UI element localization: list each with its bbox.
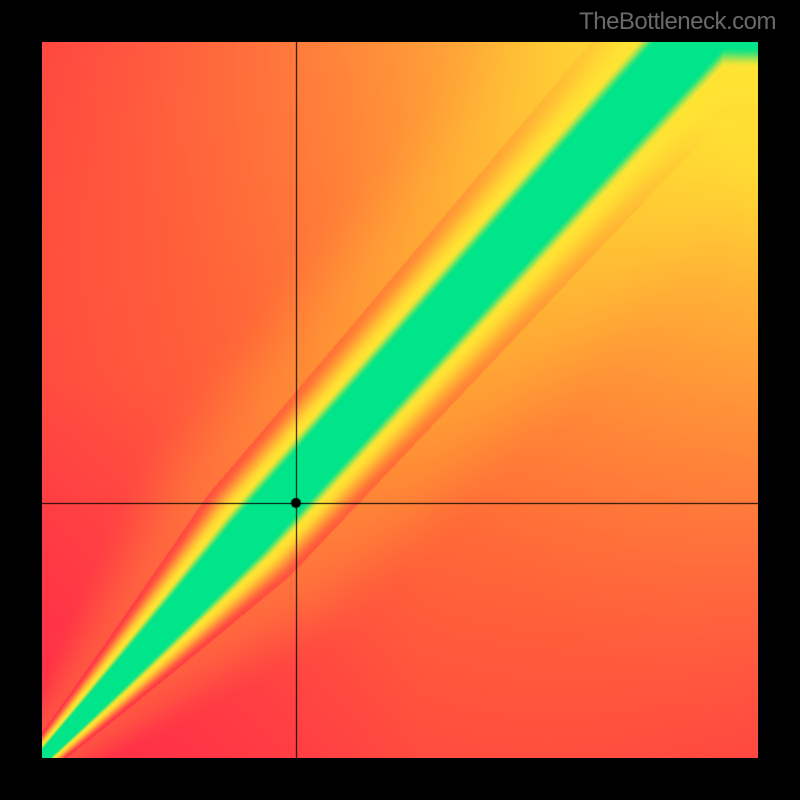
watermark-text: TheBottleneck.com xyxy=(579,8,776,36)
chart-frame: TheBottleneck.com xyxy=(0,0,800,800)
bottleneck-heatmap xyxy=(42,42,758,758)
